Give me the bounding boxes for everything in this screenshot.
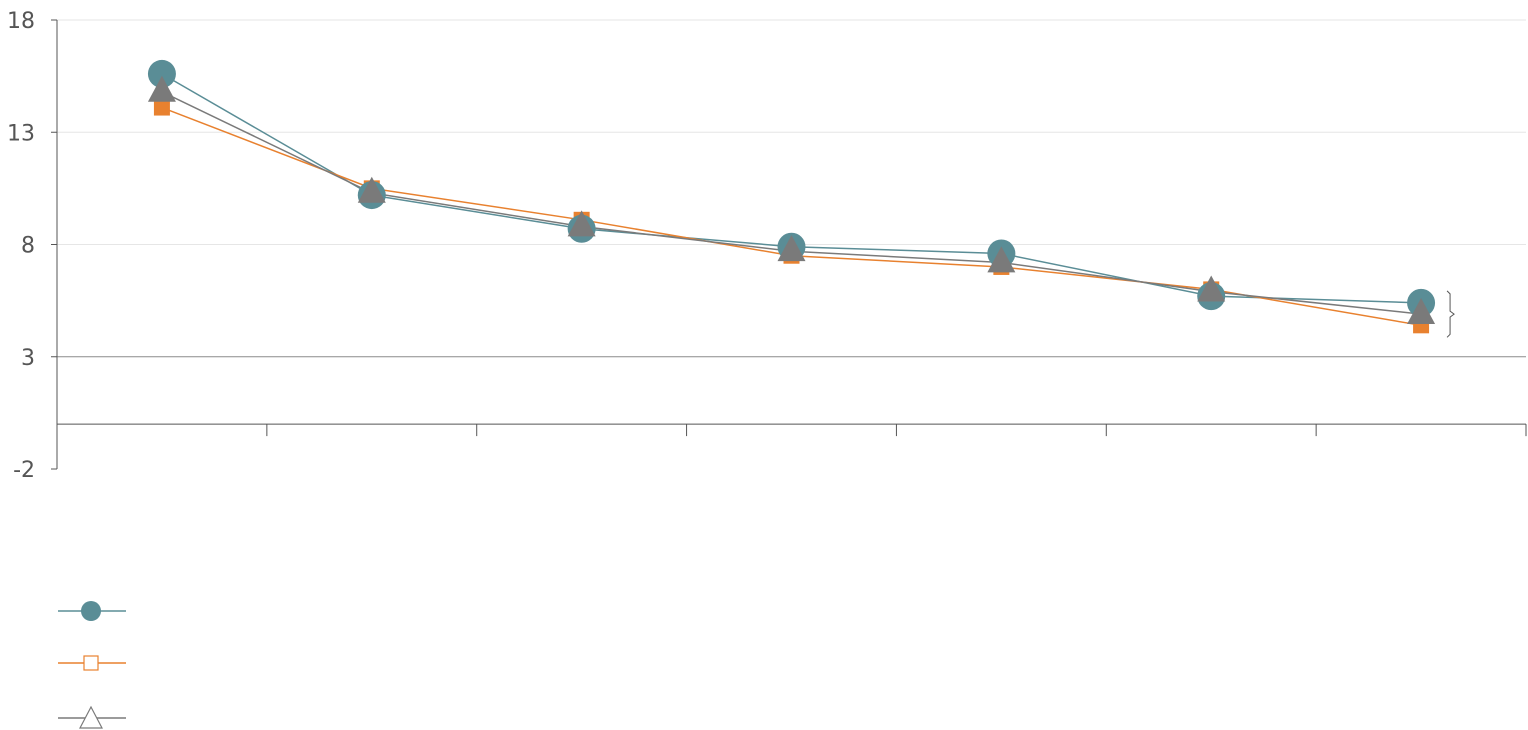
data-point-triangle [147, 75, 176, 102]
data-point-circle [147, 59, 176, 88]
series-group [147, 59, 1436, 334]
x-axis-ticks [56, 424, 1527, 437]
data-point-triangle [987, 246, 1016, 273]
legend-marker-triangle [79, 705, 103, 729]
data-point-triangle [357, 176, 386, 203]
data-point-triangle [567, 210, 596, 237]
data-point-triangle [1407, 297, 1436, 324]
y-tick-label: 13 [7, 121, 35, 146]
data-point-square [153, 99, 170, 116]
legend-marker-circle [81, 601, 101, 621]
legend-marker-square [83, 655, 99, 671]
series-line-circle [161, 73, 1422, 304]
y-tick-label: -2 [13, 458, 35, 483]
legend [58, 601, 126, 729]
data-point-triangle [1197, 275, 1226, 302]
series-line-triangle [161, 91, 1422, 315]
y-tick-label: 18 [7, 9, 35, 34]
value-bracket [1446, 290, 1455, 338]
y-tick-label: 3 [21, 346, 35, 371]
range-bracket [1446, 290, 1455, 338]
data-point-triangle [777, 235, 806, 262]
y-tick-label: 8 [21, 234, 35, 259]
series-line-square [161, 106, 1422, 327]
y-axis-ticks: 18 13 8 3 -2 [7, 9, 57, 483]
